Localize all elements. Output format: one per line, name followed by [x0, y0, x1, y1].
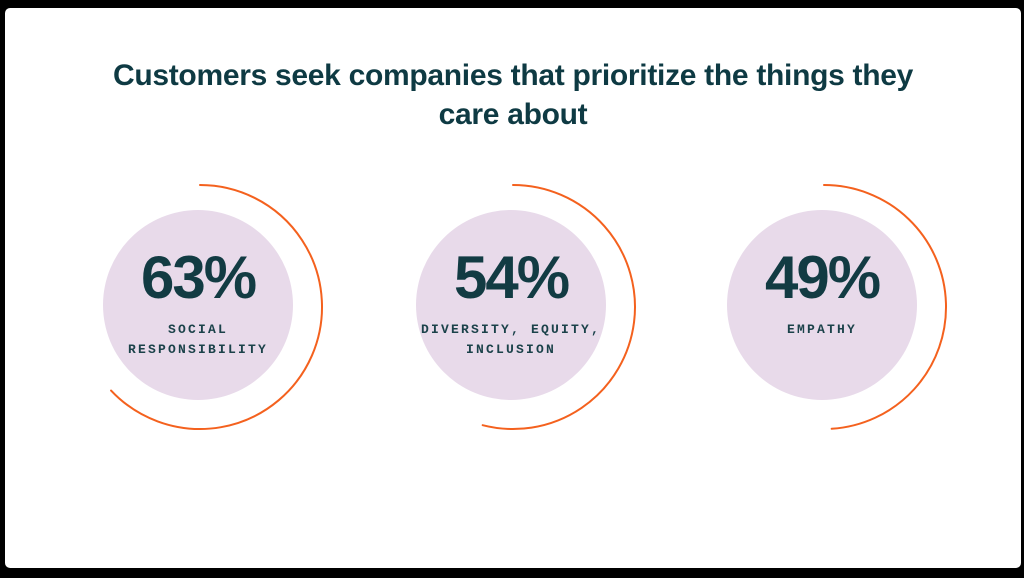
stat-category-label: SOCIAL RESPONSIBILITY: [127, 322, 269, 358]
stat-bubble-social-responsibility: 63% SOCIAL RESPONSIBILITY: [78, 170, 328, 440]
bubble-text: 49% EMPATHY: [722, 248, 922, 340]
bubble-circle: [416, 210, 606, 400]
stat-bubble-graphic: [416, 184, 636, 430]
slide-title-line-2: care about: [438, 98, 588, 131]
bubble-text: 63% SOCIAL RESPONSIBILITY: [98, 248, 298, 360]
stat-bubble-empathy: 49% EMPATHY: [702, 170, 952, 440]
stat-bubble-graphic: [103, 184, 324, 430]
progress-arc: [110, 184, 324, 430]
stat-bubble-diversity-equity-inclusion: 54% DIVERSITY, EQUITY, INCLUSION: [391, 170, 641, 440]
bubble-circle: [727, 210, 917, 400]
progress-arc: [481, 184, 636, 430]
stat-category-label: DIVERSITY, EQUITY, INCLUSION: [420, 322, 602, 358]
stat-bubble-graphic: [727, 184, 948, 430]
slide-title: Customers seek companies that prioritize…: [5, 56, 1021, 134]
slide-title-line-1: Customers seek companies that prioritize…: [112, 59, 914, 92]
bubble-circle: [103, 210, 293, 400]
stat-value: 54%: [453, 244, 570, 311]
stat-value: 49%: [764, 244, 881, 311]
stat-value: 63%: [140, 244, 257, 311]
progress-arc: [823, 184, 948, 430]
stat-category-label: EMPATHY: [786, 322, 857, 337]
slide-canvas: Customers seek companies that prioritize…: [5, 8, 1021, 568]
bubble-text: 54% DIVERSITY, EQUITY, INCLUSION: [411, 248, 611, 360]
